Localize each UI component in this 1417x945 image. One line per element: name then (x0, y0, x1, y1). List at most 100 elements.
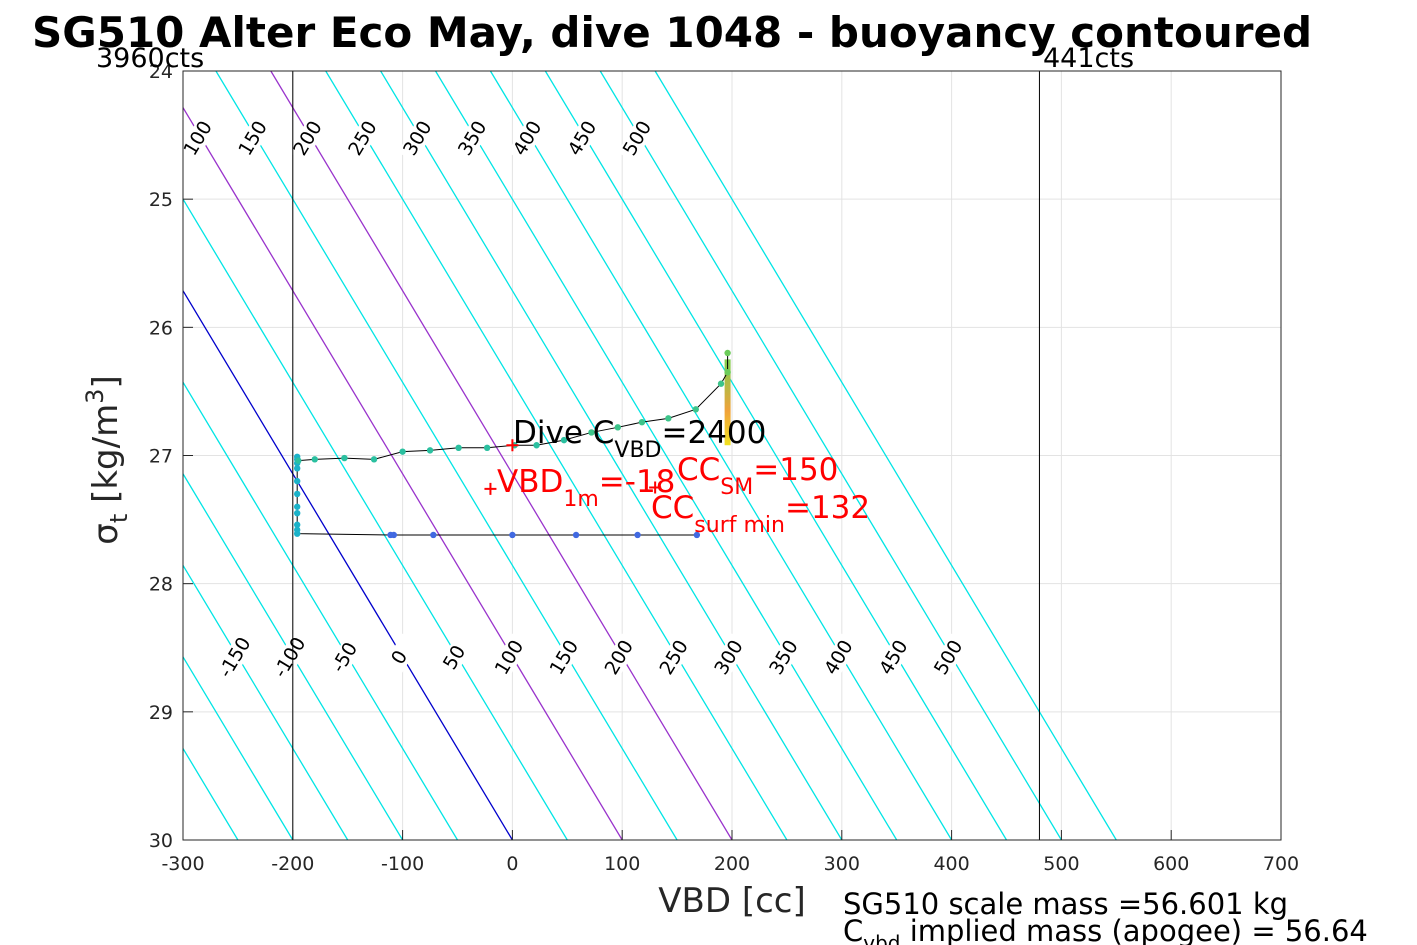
y-label-sup: 3 (81, 389, 109, 404)
contour-label-bg (233, 114, 273, 163)
dive-series (293, 349, 731, 539)
dive-point (724, 368, 731, 376)
dive-point (387, 531, 394, 539)
dive-point (724, 349, 731, 357)
dive-point (717, 380, 725, 387)
contour-line (544, 71, 1008, 840)
vbd-1m-label-marker (484, 482, 497, 495)
x-tick-label: -200 (271, 853, 314, 875)
contour-line (380, 71, 843, 840)
x-tick-label: -300 (161, 853, 204, 875)
contour-label-bg (928, 633, 969, 682)
x-axis-label: VBD [cc] (658, 881, 806, 921)
cc-sm-marker (649, 481, 662, 494)
contour-label-bg (617, 114, 658, 163)
contour-label-bg (489, 633, 530, 682)
contour-label-bg (434, 633, 475, 682)
contour-line (183, 289, 513, 840)
dive-point (572, 531, 580, 539)
y-axis-label: σt [kg/m3] (81, 375, 133, 544)
x-tick-label: -100 (381, 853, 424, 875)
dive-point (483, 444, 491, 452)
dive-point (370, 456, 378, 463)
contour-line (489, 71, 953, 840)
dive-point (560, 436, 568, 444)
contour-line (270, 71, 733, 840)
dive-point (295, 457, 302, 464)
dive-point (426, 447, 434, 454)
dive-point (693, 531, 701, 539)
contour-label-bg (342, 114, 383, 163)
cc-surf-min-annotation: CCsurf min=132 (651, 490, 870, 538)
contour-line (183, 380, 459, 840)
contour-label-bg (215, 633, 255, 682)
y-tick-label: 25 (149, 189, 173, 211)
chart-title: SG510 Alter Eco May, dive 1048 - buoyanc… (32, 8, 1312, 57)
dive-point (293, 477, 301, 485)
svg-text:σt [kg/m3]: σt [kg/m3] (81, 375, 133, 544)
dive-point (293, 465, 301, 472)
dive-point (399, 448, 406, 455)
contour-line (434, 71, 898, 840)
dive-point (293, 509, 301, 517)
dive-point (634, 531, 641, 539)
contour-label-bg (654, 633, 695, 682)
axis-ticks: -300 -200 -100 0 100 200 300 400 500 600 700 24 25 26… (149, 61, 1299, 875)
contour-label-bg (269, 633, 310, 682)
dive-point (665, 415, 672, 422)
implied-mass-footer: Cvbd implied mass (apogee) = 56.64 (843, 914, 1368, 945)
dive-point (293, 503, 301, 510)
x-tick-label: 0 (506, 853, 518, 875)
contour-label-bg (324, 633, 365, 682)
y-tick-label: 26 (149, 317, 173, 339)
dive-cvbd-annotation: Dive CVBD=2400 (513, 415, 766, 463)
contour-line (325, 71, 788, 840)
contour-label-bg (544, 633, 585, 682)
contour-label-bg (379, 633, 420, 682)
contour-label-bg (562, 114, 603, 163)
contour-label-bg (452, 114, 493, 163)
contour-label-bg (764, 633, 804, 682)
contour-label-bg (873, 633, 914, 682)
contour-line (183, 472, 404, 840)
cc-sm-annotation: CCSM=150 (677, 452, 838, 500)
y-label-unit: [kg/m (86, 404, 126, 514)
contour-line (599, 71, 1062, 840)
surface-bar (724, 359, 731, 446)
contour-line (183, 564, 349, 840)
y-tick-label: 27 (149, 446, 173, 468)
contour-line (183, 197, 568, 840)
contour-label-bg (507, 114, 548, 163)
y-label-sub: t (105, 514, 133, 523)
x-tick-label: 700 (1263, 853, 1299, 875)
contour-label-bg (599, 633, 640, 682)
dive-point (293, 521, 301, 528)
dive-point (341, 454, 348, 462)
y-label-main: σ (86, 523, 126, 545)
dive-point (293, 490, 301, 498)
buoyancy-contours (0, 71, 1117, 840)
y-tick-label: 29 (149, 702, 173, 724)
y-tick-label: 24 (149, 61, 173, 83)
vbd-limit-lines (292, 71, 1040, 840)
dive-point (455, 444, 462, 452)
vbd-min-label: 3960cts (96, 43, 204, 74)
dive-point (311, 456, 318, 463)
y-tick-label: 30 (149, 830, 173, 852)
dive-point (509, 531, 516, 539)
contour-label-bg (288, 114, 328, 163)
dive-point (614, 424, 622, 431)
vbd-1m-marker (506, 439, 519, 452)
contour-label-bg (818, 633, 859, 682)
contour-line (183, 655, 294, 840)
x-tick-label: 300 (824, 853, 860, 875)
dive-point (293, 526, 301, 534)
y-tick-label: 28 (149, 574, 173, 596)
vbd-1m-annotation: VBD1m=-18 (497, 464, 675, 512)
y-label-close: ] (86, 375, 126, 388)
dive-point (533, 442, 540, 449)
contour-line (0, 71, 73, 840)
contour-label-bg (709, 633, 749, 682)
contour-label-bg (178, 114, 219, 163)
